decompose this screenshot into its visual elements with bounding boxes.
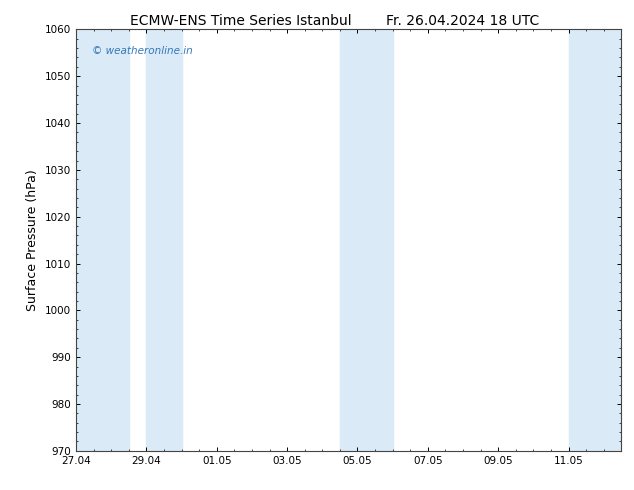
Bar (76, 29, 129, 451)
Bar (569, 29, 621, 451)
Y-axis label: Surface Pressure (hPa): Surface Pressure (hPa) (27, 169, 39, 311)
Text: © weatheronline.in: © weatheronline.in (93, 46, 193, 56)
Bar (146, 29, 181, 451)
Bar (340, 29, 392, 451)
Text: ECMW-ENS Time Series Istanbul: ECMW-ENS Time Series Istanbul (130, 14, 352, 28)
Text: Fr. 26.04.2024 18 UTC: Fr. 26.04.2024 18 UTC (386, 14, 540, 28)
